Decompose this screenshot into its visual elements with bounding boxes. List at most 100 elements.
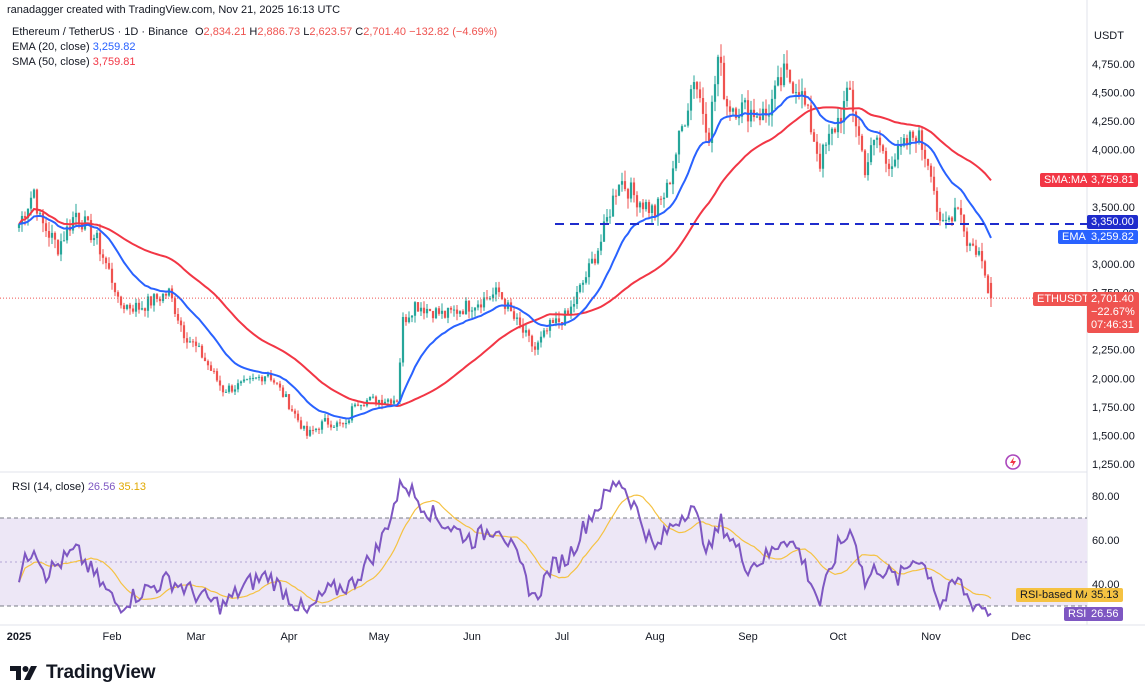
candle-body <box>857 126 861 136</box>
candle-body <box>893 159 897 167</box>
price-tick-label: 1,250.00 <box>1092 459 1135 471</box>
candle-body <box>827 133 831 145</box>
candle-body <box>644 202 648 210</box>
candle-body <box>386 399 390 402</box>
candle-body <box>227 385 231 392</box>
candle-body <box>500 292 504 300</box>
candle-body <box>935 190 939 212</box>
candle-body <box>905 138 909 146</box>
candle-body <box>455 309 459 314</box>
candle-body <box>158 298 162 302</box>
candle-body <box>200 345 204 358</box>
candle-body <box>458 311 462 314</box>
candle-body <box>119 296 123 306</box>
candle-body <box>671 168 675 185</box>
candle-body <box>959 208 963 215</box>
candle-body <box>818 153 822 169</box>
sma-legend[interactable]: SMA (50, close) 3,759.81 <box>12 56 136 68</box>
rsi-legend[interactable]: RSI (14, close) 26.56 35.13 <box>12 481 146 493</box>
candle-body <box>371 396 375 398</box>
candle-body <box>179 320 183 326</box>
time-tick-label: Aug <box>645 631 665 643</box>
candle-body <box>518 317 522 326</box>
candle-body <box>194 341 198 346</box>
candle-body <box>701 98 705 114</box>
candle-body <box>464 300 468 315</box>
candle-body <box>899 145 903 147</box>
candle-body <box>410 315 414 318</box>
candle-body <box>785 63 789 70</box>
candle-body <box>872 139 876 146</box>
price-tick-label: 3,500.00 <box>1092 202 1135 214</box>
candle-body <box>215 371 219 381</box>
candle-body <box>65 226 69 241</box>
candle-body <box>272 380 276 383</box>
candle-body <box>482 297 486 308</box>
candle-body <box>326 418 330 425</box>
candle-body <box>692 82 696 90</box>
candle-body <box>494 287 498 295</box>
candle-body <box>887 163 891 169</box>
candle-body <box>602 221 606 242</box>
sma-price-value: 3,759.81 <box>1087 173 1138 187</box>
candle-body <box>491 294 495 299</box>
rsi-tag: RSI <box>1064 607 1091 621</box>
candle-body <box>203 357 207 362</box>
candle-body <box>143 308 147 311</box>
candle-body <box>836 117 840 133</box>
candle-body <box>236 383 240 390</box>
candle-body <box>89 220 93 241</box>
candle-body <box>839 117 843 123</box>
candle-body <box>221 385 225 393</box>
candle-body <box>647 202 651 214</box>
candle-body <box>98 232 102 255</box>
candle-body <box>716 56 720 85</box>
candle-body <box>563 310 567 326</box>
time-tick-label: 2025 <box>7 631 31 643</box>
candle-body <box>974 245 978 255</box>
candle-body <box>257 376 261 378</box>
candle-body <box>539 336 543 343</box>
rsi-tick-label: 80.00 <box>1092 491 1120 503</box>
candle-body <box>377 399 381 404</box>
candle-body <box>623 181 627 190</box>
ema-legend[interactable]: EMA (20, close) 3,259.82 <box>12 41 136 53</box>
candle-body <box>632 182 636 196</box>
currency-label[interactable]: USDT <box>1094 30 1124 42</box>
candle-body <box>842 101 846 123</box>
candle-body <box>473 307 477 311</box>
candle-body <box>830 128 834 134</box>
candle-body <box>392 400 396 404</box>
candle-body <box>140 308 144 310</box>
candle-body <box>374 396 378 404</box>
candle-body <box>317 428 321 430</box>
candle-body <box>422 307 426 314</box>
candle-body <box>461 311 465 315</box>
candle-body <box>242 379 246 382</box>
symbol-price-tag: ETHUSDT <box>1033 292 1093 306</box>
candle-body <box>656 198 660 217</box>
candle-body <box>113 282 117 293</box>
candle-body <box>74 212 78 218</box>
candle-body <box>776 77 780 86</box>
candle-body <box>572 304 576 307</box>
candle-body <box>683 125 687 127</box>
candle-body <box>524 330 528 333</box>
rsi-ma-value: 35.13 <box>1087 588 1123 602</box>
candle-body <box>437 308 441 314</box>
candle-body <box>833 128 837 133</box>
candle-body <box>416 302 420 312</box>
candle-body <box>125 304 129 310</box>
last-price-box: 2,701.40 −22.67% 07:46:31 <box>1087 292 1139 333</box>
candle-body <box>713 84 717 102</box>
candle-body <box>383 401 387 405</box>
candle-body <box>155 294 159 299</box>
tradingview-logo[interactable]: TradingView <box>10 662 156 684</box>
candle-body <box>989 282 993 299</box>
symbol-title[interactable]: Ethereum / TetherUS · 1D · Binance <box>12 26 188 38</box>
candle-body <box>62 240 66 242</box>
candle-body <box>941 219 945 221</box>
candle-body <box>302 425 306 429</box>
candle-body <box>38 213 42 215</box>
candle-body <box>983 261 987 276</box>
